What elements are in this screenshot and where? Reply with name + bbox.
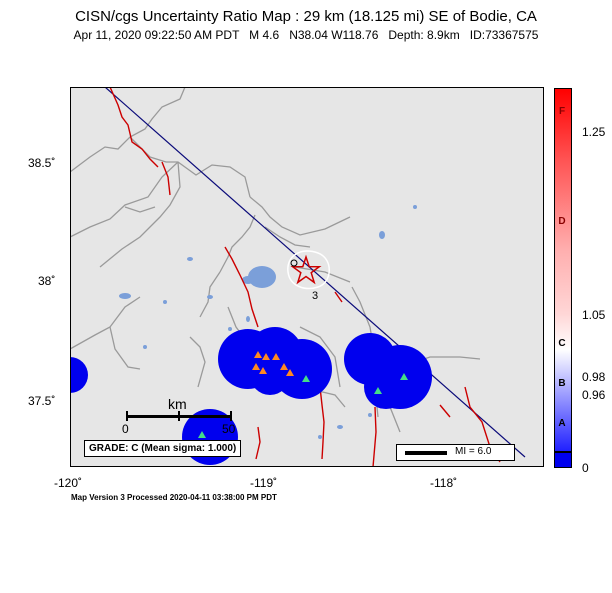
- colorbar: [554, 88, 572, 452]
- lat-label-38: 38˚: [38, 274, 56, 288]
- map-subtitle: Apr 11, 2020 09:22:50 AM PDT M 4.6 N38.0…: [73, 28, 539, 42]
- epicenter-star-icon[interactable]: [290, 254, 322, 285]
- grade-box: GRADE: C (Mean sigma: 1.000): [84, 440, 242, 457]
- lon-label-minus-119: -119˚: [250, 476, 278, 490]
- km-scale-end: 50: [222, 422, 236, 436]
- map-frame: [70, 87, 544, 467]
- lon-label-minus-118: -118˚: [430, 476, 458, 490]
- lat-label-38-5: 38.5˚: [28, 156, 56, 170]
- colorbar-letter-b: B: [558, 378, 566, 389]
- lon-label-minus-120: -120˚: [54, 476, 83, 490]
- colorbar-bottom-swatch: [554, 452, 572, 468]
- colorbar-value-1-05: 1.05: [582, 308, 606, 322]
- uncertainty-map[interactable]: 3: [70, 87, 544, 467]
- mi-legend: MI = 6.0: [396, 444, 515, 461]
- lakes: [119, 205, 417, 439]
- map-title: CISN/cgs Uncertainty Ratio Map : 29 km (…: [75, 8, 537, 25]
- town-marker: [290, 259, 298, 267]
- state-border: [104, 87, 526, 458]
- colorbar-value-0: 0: [582, 461, 589, 475]
- contour-label: 3: [312, 290, 318, 302]
- lat-label-37-5: 37.5˚: [28, 394, 56, 408]
- colorbar-letter-c: C: [558, 338, 566, 349]
- km-scale-unit: km: [168, 396, 187, 412]
- colorbar-letter-f: F: [558, 106, 566, 117]
- colorbar-value-0-98: 0.98: [582, 370, 606, 384]
- stations: [198, 351, 408, 438]
- contour-line: [287, 250, 330, 290]
- map-version-footer: Map Version 3 Processed 2020-04-11 03:38…: [71, 493, 277, 502]
- mi-legend-label: MI = 6.0: [455, 446, 492, 457]
- colorbar-value-1-25: 1.25: [582, 125, 606, 139]
- colorbar-value-0-96: 0.96: [582, 388, 606, 402]
- km-scale-start: 0: [122, 422, 129, 436]
- km-scale-bar: km 0 50: [122, 396, 236, 436]
- colorbar-letter-a: A: [558, 418, 566, 429]
- colorbar-letter-d: D: [558, 216, 566, 227]
